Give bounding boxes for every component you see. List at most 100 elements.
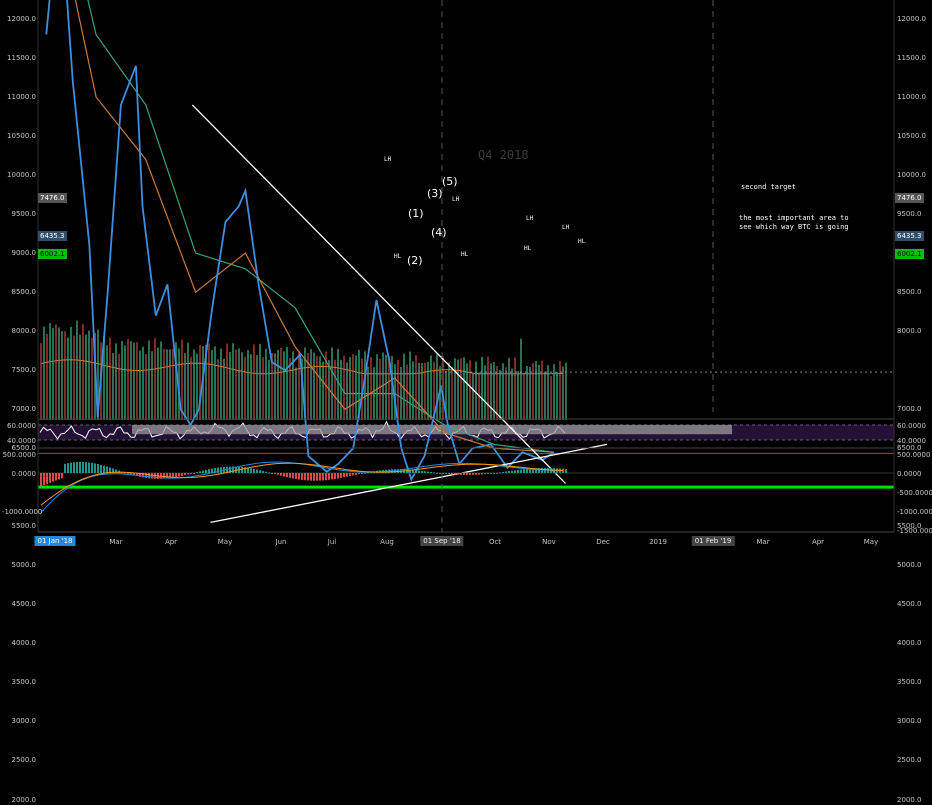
volume-bar xyxy=(301,358,303,420)
right-tick-11500.0: 11500.0 xyxy=(897,54,926,63)
macd-histogram-bar xyxy=(259,470,261,473)
macd-histogram-bar xyxy=(511,470,513,473)
volume-bar xyxy=(502,363,504,420)
volume-bar xyxy=(457,359,459,420)
macd-histogram-bar xyxy=(49,472,51,483)
volume-bar xyxy=(424,362,426,420)
macd-histogram-bar xyxy=(415,470,417,473)
volume-bar xyxy=(154,338,156,420)
volume-bar xyxy=(460,358,462,420)
macd-histogram-bar xyxy=(484,472,486,475)
important-area-line-1: the most important area to xyxy=(739,214,849,222)
macd-tick-m1000-right: -1000.0000 xyxy=(897,508,932,516)
volume-bar xyxy=(310,349,312,420)
right-tick-10500.0: 10500.0 xyxy=(897,132,926,141)
volume-bar xyxy=(493,361,495,420)
time-tick-jul: Jul xyxy=(327,538,337,546)
left-tick-11000.0: 11000.0 xyxy=(7,93,36,102)
macd-histogram-bar xyxy=(502,471,504,473)
volume-bar xyxy=(268,359,270,420)
volume-bar xyxy=(274,353,276,420)
time-axis-sep-box: 01 Sep '18 xyxy=(420,536,464,546)
macd-histogram-bar xyxy=(181,472,183,476)
volume-bar xyxy=(361,358,363,420)
macd-histogram-bar xyxy=(460,472,462,475)
macd-histogram-bar xyxy=(220,467,222,473)
macd-histogram-bar xyxy=(478,472,480,475)
volume-bar xyxy=(340,359,342,420)
volume-bar xyxy=(145,354,147,420)
right-tick-4000.0: 4000.0 xyxy=(897,639,922,648)
volume-bar xyxy=(73,335,75,420)
volume-bar xyxy=(346,362,348,420)
macd-histogram-bar xyxy=(331,472,333,480)
right-tick-2000.0: 2000.0 xyxy=(897,795,922,804)
volume-bar xyxy=(211,350,213,420)
macd-histogram-bar xyxy=(241,466,243,473)
time-tick-mar: Mar xyxy=(109,538,123,546)
left-tick-8000.0: 8000.0 xyxy=(11,327,37,336)
macd-histogram-bar xyxy=(274,472,276,475)
macd-tick-m500-right: -500.0000 xyxy=(897,489,932,497)
volume-bar xyxy=(394,364,396,420)
volume-bar xyxy=(208,343,210,420)
volume-bar xyxy=(43,326,45,420)
volume-bar xyxy=(553,364,555,420)
level-tag-7476-right: 7476.0 xyxy=(895,193,924,203)
volume-bar xyxy=(454,358,456,420)
macd-histogram-bar xyxy=(202,470,204,473)
volume-bar xyxy=(556,372,558,420)
volume-bar xyxy=(103,336,105,420)
macd-histogram-bar xyxy=(85,462,87,473)
macd-histogram-bar xyxy=(295,472,297,480)
volume-bar xyxy=(178,348,180,420)
volume-bar xyxy=(244,356,246,420)
macd-histogram-bar xyxy=(250,468,252,473)
volume-bar xyxy=(307,352,309,420)
right-tick-5500.0: 5500.0 xyxy=(897,522,922,531)
volume-bar xyxy=(313,352,315,420)
volume-bar xyxy=(559,360,561,420)
volume-bar xyxy=(157,347,159,420)
macd-histogram-bar xyxy=(169,472,171,479)
trendlines xyxy=(191,104,608,524)
macd-histogram-bar xyxy=(352,472,354,476)
volume-bar xyxy=(292,351,294,420)
macd-histogram-bar xyxy=(448,472,450,475)
volume-bar xyxy=(496,366,498,420)
price-levels xyxy=(38,371,894,489)
volume-bar xyxy=(304,347,306,420)
macd-histogram-bar xyxy=(136,472,138,477)
volume-bar xyxy=(376,354,378,420)
macd-histogram-bar xyxy=(139,472,141,477)
volume-bar xyxy=(334,359,336,420)
macd-histogram-bar xyxy=(367,472,369,474)
volume-bar xyxy=(532,363,534,420)
macd-histogram-bar xyxy=(307,472,309,481)
macd-histogram-bar xyxy=(214,468,216,473)
right-tick-7000.0: 7000.0 xyxy=(897,405,922,414)
macd-histogram-bar xyxy=(565,468,567,473)
time-tick-apr-2019: Apr xyxy=(811,538,825,546)
volume-bar xyxy=(82,324,84,420)
volume-bar xyxy=(466,363,468,420)
volume-bar xyxy=(151,351,153,420)
macd-histogram-bar xyxy=(301,472,303,480)
chart-canvas[interactable] xyxy=(0,0,932,550)
macd-histogram-bar xyxy=(430,472,432,474)
wave-label-2: (2) xyxy=(407,254,423,267)
volume-bar xyxy=(169,349,171,420)
volume-bar xyxy=(382,352,384,420)
macd-histogram-bar xyxy=(124,472,126,474)
volume-bar xyxy=(487,356,489,420)
volume-bar xyxy=(433,361,435,420)
macd-histogram-bar xyxy=(265,471,267,473)
macd-histogram-bar xyxy=(292,472,294,479)
macd-histogram-bar xyxy=(409,469,411,473)
q4-watermark: Q4 2018 xyxy=(478,148,529,162)
volume-bar xyxy=(349,357,351,420)
volume-bar xyxy=(196,353,198,420)
volume-bar xyxy=(205,344,207,420)
macd-histogram-bar xyxy=(91,462,93,473)
volume-bar xyxy=(172,348,174,420)
